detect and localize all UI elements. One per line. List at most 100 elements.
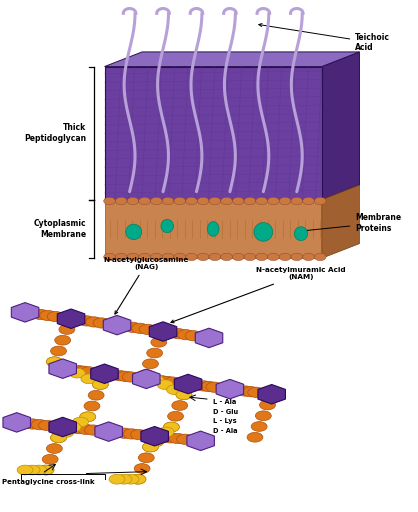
Polygon shape bbox=[49, 417, 76, 437]
Circle shape bbox=[75, 366, 92, 376]
Circle shape bbox=[132, 323, 148, 333]
Circle shape bbox=[81, 367, 97, 377]
Circle shape bbox=[86, 317, 102, 327]
Text: L - Lys: L - Lys bbox=[213, 418, 237, 424]
Ellipse shape bbox=[161, 219, 173, 232]
Circle shape bbox=[139, 197, 150, 205]
Text: N-acetylglucosamine
(NAG): N-acetylglucosamine (NAG) bbox=[104, 257, 189, 314]
Circle shape bbox=[109, 474, 125, 484]
Circle shape bbox=[174, 197, 186, 205]
Ellipse shape bbox=[254, 223, 273, 241]
Circle shape bbox=[168, 412, 184, 421]
Circle shape bbox=[32, 309, 49, 319]
Circle shape bbox=[248, 387, 265, 397]
Circle shape bbox=[186, 197, 197, 205]
Circle shape bbox=[314, 197, 326, 205]
Circle shape bbox=[134, 464, 150, 473]
Text: L - Ala: L - Ala bbox=[213, 399, 237, 405]
Polygon shape bbox=[216, 379, 244, 399]
Circle shape bbox=[46, 357, 62, 367]
Circle shape bbox=[130, 430, 147, 440]
Circle shape bbox=[255, 411, 271, 421]
Circle shape bbox=[244, 253, 256, 261]
Circle shape bbox=[197, 253, 209, 261]
Circle shape bbox=[162, 197, 174, 205]
Circle shape bbox=[143, 442, 158, 452]
Circle shape bbox=[51, 433, 66, 442]
Circle shape bbox=[81, 374, 97, 383]
Circle shape bbox=[104, 197, 115, 205]
Circle shape bbox=[176, 390, 192, 399]
Circle shape bbox=[251, 422, 267, 431]
Text: N-acetylmuramic Acid
(NAM): N-acetylmuramic Acid (NAM) bbox=[171, 267, 346, 323]
Circle shape bbox=[38, 465, 54, 475]
Circle shape bbox=[232, 197, 244, 205]
Circle shape bbox=[17, 465, 33, 475]
Circle shape bbox=[73, 417, 89, 427]
Circle shape bbox=[80, 412, 96, 422]
Circle shape bbox=[242, 387, 259, 397]
Circle shape bbox=[80, 412, 96, 422]
Circle shape bbox=[256, 253, 268, 261]
Circle shape bbox=[112, 371, 128, 381]
Circle shape bbox=[291, 253, 303, 261]
Circle shape bbox=[124, 322, 141, 332]
Circle shape bbox=[38, 420, 55, 431]
Circle shape bbox=[92, 380, 108, 389]
Circle shape bbox=[70, 366, 87, 376]
Polygon shape bbox=[149, 322, 177, 341]
Circle shape bbox=[150, 253, 162, 261]
Polygon shape bbox=[187, 431, 214, 451]
Circle shape bbox=[69, 368, 85, 378]
Polygon shape bbox=[103, 315, 131, 335]
Ellipse shape bbox=[126, 224, 142, 240]
Circle shape bbox=[115, 253, 127, 261]
Circle shape bbox=[88, 390, 104, 400]
Circle shape bbox=[138, 453, 154, 463]
Circle shape bbox=[176, 390, 192, 399]
Circle shape bbox=[123, 474, 139, 484]
Circle shape bbox=[176, 434, 193, 444]
Polygon shape bbox=[258, 385, 285, 404]
Circle shape bbox=[174, 253, 186, 261]
Circle shape bbox=[244, 197, 256, 205]
Circle shape bbox=[130, 474, 146, 484]
Circle shape bbox=[169, 433, 186, 443]
Circle shape bbox=[47, 311, 64, 322]
Circle shape bbox=[170, 329, 187, 339]
Circle shape bbox=[138, 370, 154, 379]
Circle shape bbox=[162, 253, 174, 261]
Circle shape bbox=[221, 253, 232, 261]
Polygon shape bbox=[57, 309, 85, 329]
Circle shape bbox=[139, 324, 156, 334]
Circle shape bbox=[221, 197, 232, 205]
Circle shape bbox=[31, 420, 48, 430]
Circle shape bbox=[147, 348, 163, 358]
Circle shape bbox=[197, 197, 209, 205]
Polygon shape bbox=[49, 359, 76, 378]
Circle shape bbox=[130, 474, 146, 484]
Circle shape bbox=[256, 197, 268, 205]
Text: Teichoic
Acid: Teichoic Acid bbox=[259, 24, 390, 52]
Circle shape bbox=[84, 401, 100, 411]
FancyBboxPatch shape bbox=[104, 200, 322, 258]
Circle shape bbox=[24, 465, 40, 475]
Circle shape bbox=[92, 380, 108, 389]
Circle shape bbox=[162, 433, 179, 443]
Circle shape bbox=[46, 357, 62, 367]
Circle shape bbox=[303, 253, 314, 261]
Circle shape bbox=[247, 432, 263, 442]
Circle shape bbox=[314, 253, 326, 261]
Text: Pentaglycine cross-link: Pentaglycine cross-link bbox=[2, 479, 95, 485]
Polygon shape bbox=[3, 413, 31, 432]
Circle shape bbox=[104, 253, 115, 261]
Polygon shape bbox=[174, 374, 202, 394]
Circle shape bbox=[153, 376, 170, 386]
Circle shape bbox=[167, 385, 183, 395]
Text: D - Ala: D - Ala bbox=[213, 428, 238, 434]
Text: Membrane
Proteins: Membrane Proteins bbox=[296, 214, 401, 233]
Circle shape bbox=[143, 442, 158, 452]
Circle shape bbox=[46, 443, 62, 454]
Circle shape bbox=[206, 382, 223, 392]
Circle shape bbox=[153, 432, 169, 442]
